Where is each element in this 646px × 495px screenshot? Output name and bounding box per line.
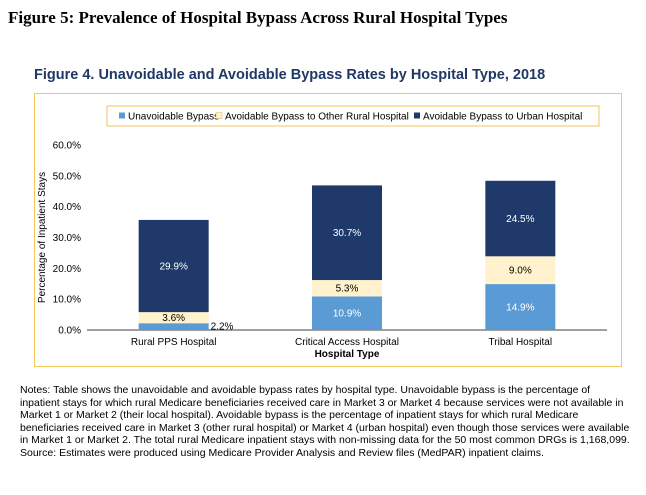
- legend-label: Avoidable Bypass to Other Rural Hospital: [225, 112, 409, 123]
- y-tick-label: 60.0%: [53, 141, 81, 152]
- bar-chart: Unavoidable Bypass Avoidable Bypass to Ot…: [37, 105, 607, 360]
- data-label: 2.2%: [211, 322, 234, 333]
- notes-text: Notes: Table shows the unavoidable and a…: [20, 384, 630, 447]
- legend-label: Avoidable Bypass to Urban Hospital: [423, 112, 582, 123]
- x-tick-label: Critical Access Hospital: [295, 337, 399, 348]
- data-label: 3.6%: [162, 313, 185, 324]
- bar-segment: [312, 280, 382, 297]
- legend-swatch: [414, 112, 420, 119]
- bar-segment: [485, 256, 556, 285]
- bar-segment: [138, 312, 209, 324]
- x-axis-title: Hospital Type: [315, 349, 380, 360]
- bar-segment: [312, 296, 382, 330]
- data-label: 14.9%: [506, 303, 534, 314]
- y-tick-label: 40.0%: [53, 202, 81, 213]
- chart-title: Figure 4. Unavoidable and Avoidable Bypa…: [34, 67, 546, 83]
- data-label: 5.3%: [336, 284, 359, 295]
- bar-segment: [138, 323, 209, 330]
- y-tick-label: 30.0%: [53, 233, 81, 244]
- bar-segment: [312, 185, 382, 281]
- y-tick-label: 10.0%: [53, 295, 81, 306]
- bar-segment: [485, 180, 556, 257]
- bar-segment: [485, 284, 556, 330]
- data-label: 10.9%: [333, 309, 361, 320]
- legend-label: Unavoidable Bypass: [128, 112, 219, 123]
- bar-segment: [138, 219, 209, 313]
- x-tick-label: Rural PPS Hospital: [131, 337, 217, 348]
- y-tick-label: 20.0%: [53, 264, 81, 275]
- data-label: 30.7%: [333, 228, 361, 239]
- data-label: 9.0%: [509, 266, 532, 277]
- notes-block: Notes: Table shows the unavoidable and a…: [20, 384, 632, 460]
- legend-box: [106, 105, 600, 127]
- legend-swatch: [215, 112, 223, 119]
- data-label: 24.5%: [506, 214, 534, 225]
- y-tick-label: 50.0%: [53, 171, 81, 182]
- y-tick-label: 0.0%: [58, 326, 81, 337]
- source-text: Source: Estimates were produced using Me…: [20, 446, 544, 459]
- x-tick-label: Tribal Hospital: [489, 337, 553, 348]
- y-axis-title: Percentage of Inpatient Stays: [37, 172, 48, 303]
- data-label: 29.9%: [159, 262, 187, 273]
- chart-frame: Unavoidable Bypass Avoidable Bypass to Ot…: [34, 93, 622, 367]
- legend-swatch: [119, 112, 125, 119]
- figure-heading: Figure 5: Prevalence of Hospital Bypass …: [8, 8, 508, 27]
